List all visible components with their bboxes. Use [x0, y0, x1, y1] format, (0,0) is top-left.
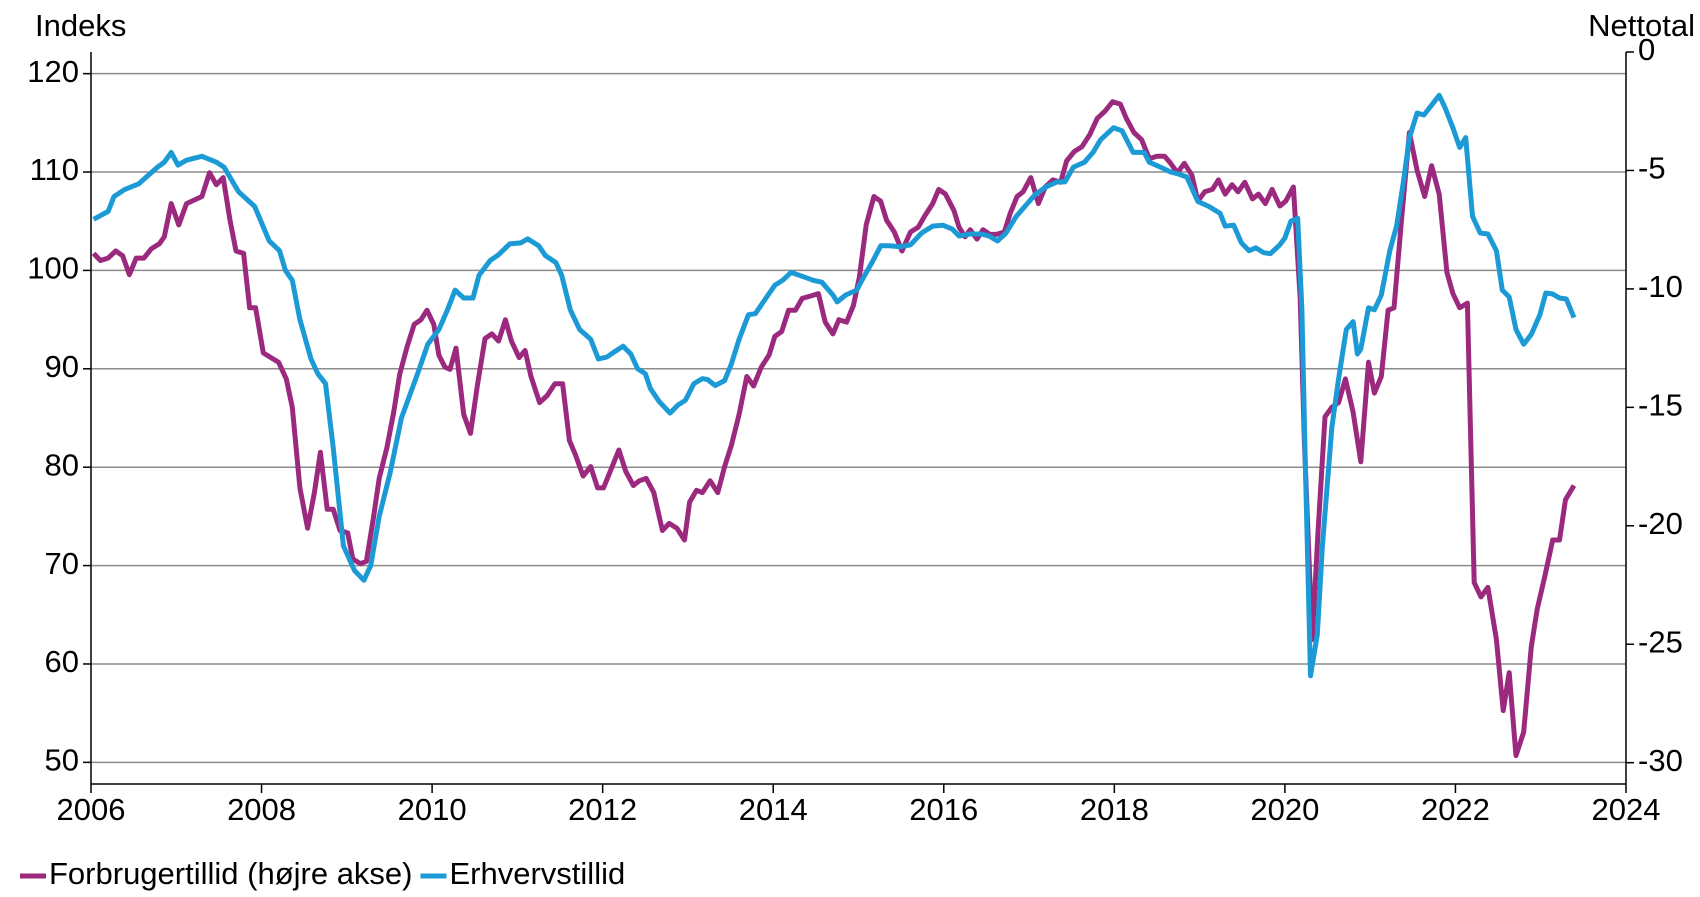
x-tick-label: 2024: [1592, 792, 1661, 827]
x-tick-label: 2014: [739, 792, 808, 827]
x-tick-label: 2020: [1250, 792, 1319, 827]
y-tick-label: 60: [45, 644, 79, 679]
y2-tick-label: -30: [1638, 743, 1683, 778]
y2-tick-label: 0: [1638, 32, 1655, 67]
y2-tick-label: -25: [1638, 624, 1683, 659]
y-axis-title: Indeks: [35, 8, 126, 43]
x-tick-label: 2010: [398, 792, 467, 827]
x-tick-label: 2008: [227, 792, 296, 827]
y-tick-label: 100: [27, 251, 79, 286]
y2-tick-label: -10: [1638, 269, 1683, 304]
y2-tick-label: -5: [1638, 151, 1666, 186]
legend-label: Forbrugertillid (højre akse): [49, 856, 413, 891]
legend-label: Erhvervstillid: [450, 856, 626, 891]
x-tick-label: 2016: [909, 792, 978, 827]
x-tick-label: 2018: [1080, 792, 1149, 827]
y-tick-label: 70: [45, 546, 79, 581]
y-tick-label: 50: [45, 743, 79, 778]
y2-tick-label: -15: [1638, 388, 1683, 423]
series-line: [92, 92, 1577, 679]
y-tick-label: 90: [45, 349, 79, 384]
y-tick-label: 80: [45, 447, 79, 482]
x-tick-label: 2022: [1421, 792, 1490, 827]
series-line: [91, 99, 1577, 759]
y2-tick-label: -20: [1638, 506, 1683, 541]
y-tick-label: 110: [30, 152, 79, 187]
x-tick-label: 2012: [568, 792, 637, 827]
y-tick-label: 120: [27, 54, 79, 89]
x-tick-label: 2006: [57, 792, 126, 827]
y2-axis-title: Nettotal: [1588, 8, 1695, 43]
